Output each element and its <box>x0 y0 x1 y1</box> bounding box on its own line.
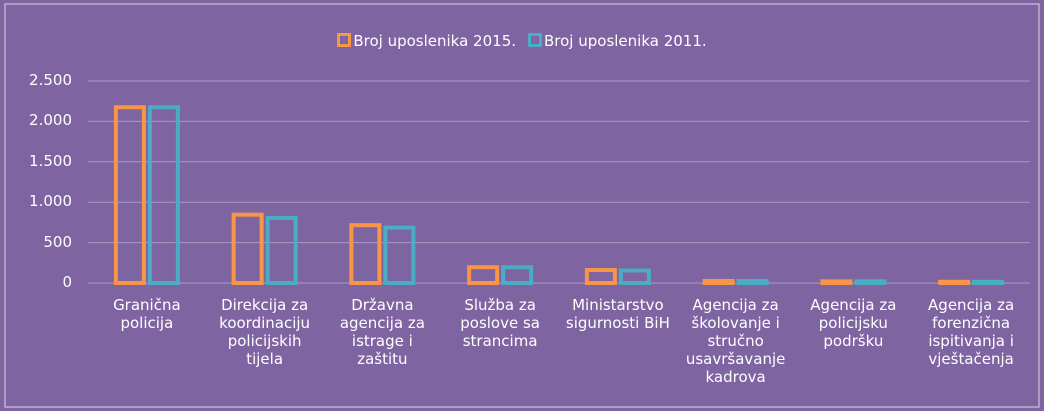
bar <box>113 105 146 285</box>
legend-swatch <box>528 33 542 47</box>
x-tick-label: Služba za poslove sa strancima <box>460 296 540 350</box>
bar <box>702 278 735 285</box>
bar <box>736 278 769 285</box>
bar <box>938 279 971 286</box>
x-tick-label: Državna agencija za istrage i zaštitu <box>339 296 425 368</box>
legend-swatch <box>337 33 352 47</box>
bar <box>854 279 887 286</box>
legend-label: Broj uposlenika 2011. <box>544 32 707 50</box>
bar <box>349 223 382 285</box>
bar <box>618 268 651 285</box>
bar <box>147 105 180 285</box>
y-tick-label: 500 <box>43 232 72 251</box>
y-tick-label: 2.000 <box>29 111 72 130</box>
bar <box>584 268 617 286</box>
x-tick-label: Agencija za školovanje i stručno usavrša… <box>685 296 786 386</box>
x-tick-label: Direkcija za koordinaciju policijskih ti… <box>219 296 311 368</box>
legend-item: Broj uposlenika 2015. <box>337 32 516 50</box>
bar <box>231 212 264 285</box>
legend-label: Broj uposlenika 2015. <box>353 32 516 50</box>
bar <box>467 265 500 285</box>
y-tick-label: 0 <box>62 273 72 291</box>
bar <box>501 265 534 285</box>
bar <box>265 215 298 286</box>
x-tick-label: Ministarstvo sigurnosti BiH <box>565 296 670 332</box>
bar <box>972 279 1005 286</box>
x-tick-label: Granična policija <box>113 296 181 332</box>
bar <box>820 279 853 286</box>
x-tick-label: Agencija za policijsku podršku <box>810 296 897 350</box>
y-tick-label: 1.500 <box>29 151 72 170</box>
chart-border <box>4 3 1040 408</box>
bar <box>383 225 416 286</box>
legend-item: Broj uposlenika 2011. <box>528 32 707 50</box>
legend: Broj uposlenika 2015. Broj uposlenika 201… <box>0 32 1044 50</box>
x-tick-label: Agencija za forenzična ispitivanja i vje… <box>928 296 1015 368</box>
y-tick-label: 2.500 <box>29 71 72 89</box>
y-tick-label: 1.000 <box>29 192 72 211</box>
